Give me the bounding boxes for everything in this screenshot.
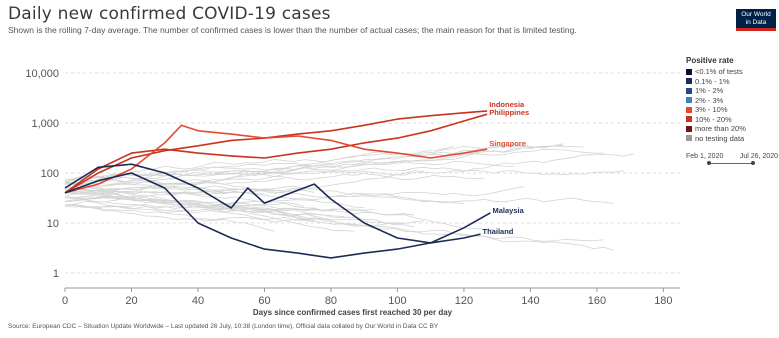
legend-swatch [686, 116, 692, 123]
background-country-line [64, 153, 634, 181]
legend-label: 2% - 3% [695, 95, 724, 105]
series-line-thailand [64, 172, 481, 259]
x-axis-label: Days since confirmed cases first reached… [253, 308, 453, 317]
legend-label: 0.1% - 1% [695, 76, 730, 86]
background-country-line [64, 147, 534, 185]
x-tick-label: 100 [388, 295, 406, 307]
source-note: Source: European CDC – Situation Update … [8, 323, 439, 330]
series-label-singapore: Singapore [489, 139, 526, 148]
background-country-line [64, 203, 355, 232]
legend-swatch [686, 106, 692, 113]
x-tick-label: 120 [455, 295, 473, 307]
owid-logo[interactable]: Our World in Data [736, 9, 776, 31]
x-tick-label: 40 [192, 295, 204, 307]
background-country-line [64, 181, 405, 225]
legend-label: 1% - 2% [695, 86, 724, 96]
series-line-singapore [64, 124, 488, 194]
x-tick-label: 140 [521, 295, 539, 307]
series-label-philippines: Philippines [489, 108, 529, 117]
legend-label: no testing data [695, 133, 745, 143]
background-country-line [64, 192, 345, 217]
legend-label: 3% - 10% [695, 105, 728, 115]
legend-swatch [686, 78, 692, 85]
x-tick-label: 0 [62, 295, 68, 307]
series-line-philippines [64, 113, 488, 194]
series-label-indonesia: Indonesia [489, 100, 525, 109]
x-tick-label: 160 [588, 295, 606, 307]
background-country-line [64, 178, 614, 204]
legend-item[interactable]: more than 20% [686, 124, 778, 134]
x-tick-label: 20 [125, 295, 137, 307]
y-tick-label: 10 [47, 218, 59, 230]
background-country-line [64, 145, 584, 185]
timeline-end-label: Jul 26, 2020 [739, 153, 778, 160]
legend-swatch [686, 125, 692, 132]
legend-item[interactable]: 10% - 20% [686, 115, 778, 125]
background-country-line [64, 181, 315, 194]
chart-title: Daily new confirmed COVID-19 cases [8, 4, 331, 24]
series-line-indonesia [64, 110, 488, 194]
logo-line2: in Data [745, 19, 767, 26]
series-label-thailand: Thailand [483, 227, 514, 236]
legend-title: Positive rate [686, 56, 734, 65]
background-country-line [64, 204, 415, 228]
legend-item[interactable]: 0.1% - 1% [686, 77, 778, 87]
timeline-start-handle[interactable] [707, 161, 711, 165]
timeline-end-handle[interactable] [751, 161, 755, 165]
x-tick-label: 80 [325, 295, 337, 307]
legend-item[interactable]: <0.1% of tests [686, 67, 778, 77]
y-tick-label: 100 [41, 168, 59, 180]
x-tick-label: 60 [258, 295, 270, 307]
x-tick-label: 180 [654, 295, 672, 307]
legend-label: <0.1% of tests [695, 67, 743, 77]
background-country-line [64, 196, 335, 222]
background-country-line [64, 182, 464, 204]
legend: Positive rate <0.1% of tests 0.1% - 1% 1% … [686, 56, 778, 143]
legend-item[interactable]: 1% - 2% [686, 86, 778, 96]
background-country-line [64, 176, 285, 185]
background-country-line [64, 160, 514, 181]
logo-line1: Our World [741, 11, 771, 18]
legend-swatch [686, 135, 692, 142]
legend-swatch [686, 97, 692, 104]
timeline-start-label: Feb 1, 2020 [686, 153, 724, 160]
legend-swatch [686, 87, 692, 94]
logo-accent-bar [736, 28, 776, 31]
y-tick-label: 1 [53, 268, 59, 280]
series-label-malaysia: Malaysia [493, 206, 525, 215]
timeline-track[interactable] [708, 163, 754, 164]
background-country-line [64, 195, 614, 251]
legend-label: 10% - 20% [695, 114, 732, 124]
timeline-slider[interactable]: Feb 1, 2020 Jul 26, 2020 [686, 153, 778, 177]
chart-subtitle: Shown is the rolling 7-day average. The … [8, 25, 577, 35]
legend-item[interactable]: no testing data [686, 134, 778, 144]
y-tick-label: 1,000 [31, 118, 59, 130]
legend-label: more than 20% [695, 124, 746, 134]
background-country-line [64, 196, 275, 232]
y-tick-label: 10,000 [25, 68, 59, 80]
legend-item[interactable]: 3% - 10% [686, 105, 778, 115]
series-line-malaysia [64, 163, 491, 244]
legend-item[interactable]: 2% - 3% [686, 96, 778, 106]
legend-swatch [686, 68, 692, 75]
